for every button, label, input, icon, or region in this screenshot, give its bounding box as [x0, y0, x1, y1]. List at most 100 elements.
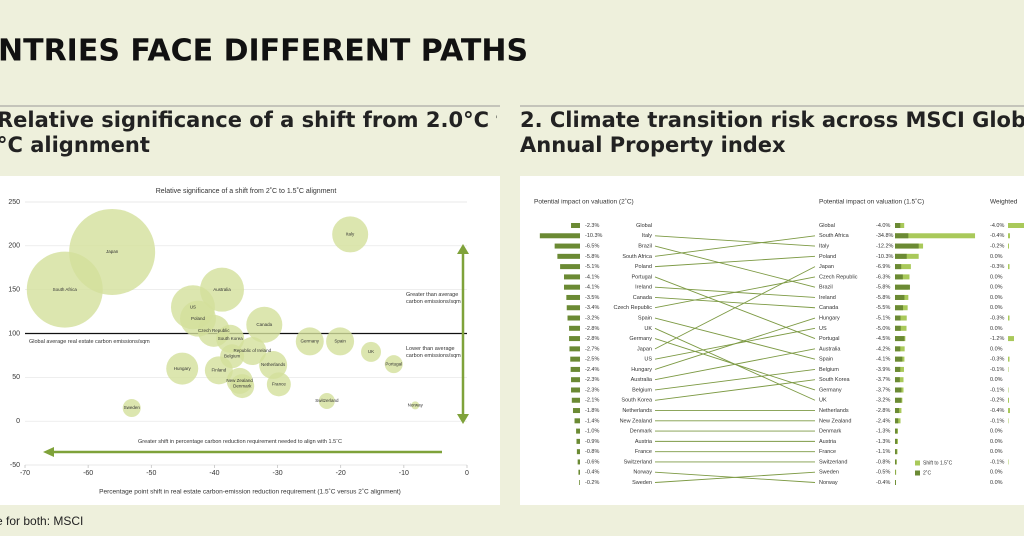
- bar: [569, 325, 580, 331]
- y-tick-label: 50: [12, 374, 20, 381]
- category-label: South Korea: [621, 398, 653, 404]
- value-label: -1.3%: [876, 439, 890, 445]
- value-label: -0.2%: [990, 244, 1004, 250]
- panel-title-line: 2. Climate transition risk across MSCI G…: [520, 108, 1024, 132]
- y-tick-label: 0: [16, 418, 20, 425]
- value-label: -1.1%: [876, 449, 890, 455]
- bar: [571, 397, 580, 403]
- bar: [895, 233, 909, 239]
- value-label: -0.2%: [990, 398, 1004, 404]
- category-label: New Zealand: [620, 418, 652, 424]
- value-label: -0.1%: [990, 367, 1004, 373]
- value-label: -3.7%: [876, 387, 890, 393]
- category-label: Czech Republic: [819, 274, 858, 280]
- category-label: France: [635, 449, 652, 455]
- value-label: -12.2%: [876, 244, 894, 250]
- x-tick-label: -20: [336, 470, 346, 477]
- rank-link: [654, 348, 816, 381]
- value-label: -2.3%: [585, 223, 599, 229]
- category-label: South Africa: [819, 233, 850, 239]
- category-label: Switzerland: [819, 459, 847, 465]
- value-label: -0.2%: [585, 480, 599, 486]
- value-label: -3.9%: [876, 367, 890, 373]
- value-label: 0.0%: [990, 346, 1003, 352]
- legend-label: 2˚C: [923, 469, 931, 476]
- legend-label: Shift to 1.5˚C: [923, 459, 953, 466]
- category-label: Ireland: [819, 295, 836, 301]
- value-label: -4.1%: [876, 357, 890, 363]
- x-tick-label: -70: [20, 470, 30, 477]
- bubble-label: Germany: [301, 339, 320, 344]
- bubble-label: Canada: [256, 322, 272, 327]
- bubble-label: Denmark: [233, 383, 252, 388]
- bar: [1008, 223, 1024, 228]
- value-label: -5.8%: [585, 254, 599, 260]
- value-label: 0.0%: [990, 274, 1003, 280]
- bar: [567, 315, 580, 321]
- value-label: 0.0%: [990, 377, 1003, 383]
- category-label: Belgium: [632, 387, 652, 393]
- category-label: Portugal: [819, 336, 840, 342]
- annotation: Greater shift in percentage carbon reduc…: [138, 439, 342, 445]
- rank-link: [654, 317, 816, 370]
- bubble: [332, 216, 369, 253]
- bar: [895, 233, 976, 239]
- bubble-label: Spain: [334, 339, 346, 344]
- value-label: 0.0%: [990, 439, 1003, 445]
- value-label: -1.2%: [990, 336, 1004, 342]
- value-label: -3.5%: [585, 295, 599, 301]
- category-label: Spain: [819, 357, 833, 363]
- bubble: [295, 327, 324, 356]
- bar: [895, 264, 911, 270]
- bar: [579, 480, 580, 485]
- bubble: [246, 306, 283, 343]
- arrow-head: [43, 447, 54, 457]
- bar: [576, 449, 580, 455]
- bar: [1008, 336, 1014, 342]
- value-label: -3.4%: [585, 305, 599, 311]
- value-label: -2.8%: [876, 408, 890, 414]
- annotation-box: Lower than average carbon emissions/sqm: [406, 346, 461, 359]
- value-label: -0.3%: [990, 357, 1004, 363]
- value-label: -10.3%: [585, 233, 603, 239]
- rank-link: [654, 368, 816, 391]
- value-label: -3.2%: [876, 398, 890, 404]
- category-label: UK: [819, 398, 827, 404]
- value-label: -0.1%: [990, 418, 1004, 424]
- bar: [895, 253, 907, 259]
- bar: [577, 459, 580, 465]
- value-label: -0.3%: [990, 315, 1004, 321]
- column-title: Weighted: [990, 199, 1018, 206]
- bar: [895, 325, 901, 331]
- category-label: Austria: [635, 439, 653, 445]
- value-label: 0.0%: [990, 326, 1003, 332]
- bar: [578, 469, 580, 475]
- bubble-label: Australia: [213, 287, 231, 292]
- value-label: -5.1%: [585, 264, 599, 270]
- value-label: -2.8%: [585, 336, 599, 342]
- bar: [895, 438, 898, 444]
- x-tick-label: 0: [465, 470, 469, 477]
- bar: [1008, 459, 1009, 465]
- value-label: 0.0%: [990, 470, 1003, 476]
- bubble-label: Switzerland: [315, 398, 339, 403]
- bubble-label: Norway: [408, 403, 424, 408]
- rank-link: [654, 379, 816, 401]
- category-label: South Korea: [819, 377, 851, 383]
- rank-link: [654, 266, 816, 350]
- category-label: Portugal: [632, 274, 653, 280]
- category-label: Norway: [633, 470, 652, 476]
- category-label: Netherlands: [819, 408, 849, 414]
- bar: [1008, 397, 1009, 403]
- value-label: -0.9%: [585, 439, 599, 445]
- bubble: [361, 341, 382, 362]
- category-label: Hungary: [631, 367, 652, 373]
- bubble: [238, 337, 267, 366]
- x-tick-label: -10: [399, 470, 409, 477]
- value-label: -4.1%: [585, 274, 599, 280]
- bar: [1008, 418, 1009, 424]
- value-label: -4.0%: [876, 223, 890, 229]
- value-label: -5.0%: [876, 326, 890, 332]
- bar: [564, 274, 580, 280]
